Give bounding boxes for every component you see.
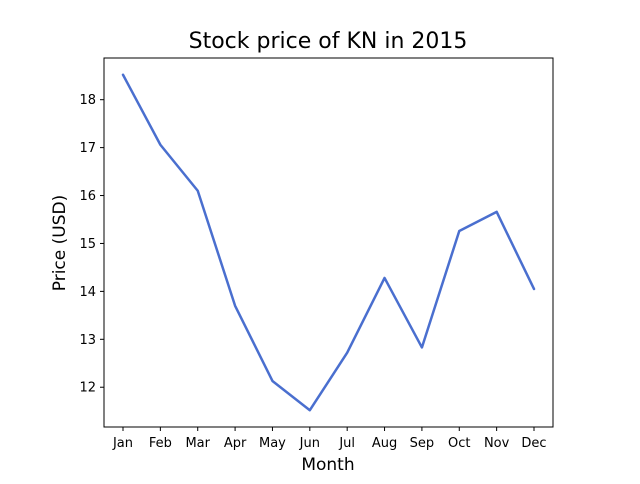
x-tick-label: Feb [149, 436, 172, 451]
price-series-line [121, 73, 536, 412]
x-tick-label: Dec [521, 436, 546, 451]
y-tick-label: 17 [79, 141, 96, 156]
y-tick-label: 13 [79, 333, 96, 348]
x-tick-label: Oct [448, 436, 470, 451]
x-tick-label: Jan [112, 436, 133, 451]
x-tick-label: Jun [299, 436, 320, 451]
x-tick-label: Jul [338, 436, 355, 451]
y-tick-label: 15 [79, 237, 96, 252]
x-tick-label: Sep [410, 436, 435, 451]
x-tick-label: Aug [372, 436, 397, 451]
y-tick-label: 14 [79, 285, 96, 300]
plot-frame [103, 57, 554, 428]
x-tick-label: Nov [484, 436, 510, 451]
y-tick-label: 16 [79, 189, 96, 204]
x-tick-label: Mar [185, 436, 210, 451]
y-tick-label: 12 [79, 381, 96, 396]
x-tick-label: Apr [224, 436, 247, 451]
x-axis-label: Month [301, 455, 354, 475]
chart-title: Stock price of KN in 2015 [189, 29, 468, 54]
plot-area: 12 13 14 15 16 17 18 Jan Feb Mar Apr May Jun Jul Aug Se… [79, 57, 554, 451]
x-tick-label: May [259, 436, 286, 451]
y-tick-label: 18 [79, 93, 96, 108]
y-axis-label: Price (USD) [50, 195, 70, 291]
